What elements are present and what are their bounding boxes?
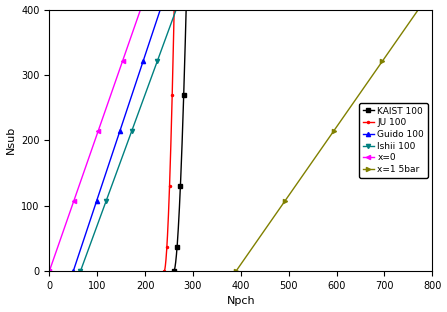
JU 100: [161, 269, 167, 273]
Ishii 100: [158, 49, 164, 52]
Ishii 100: [78, 269, 83, 273]
KAIST 100: [181, 77, 187, 81]
x=0: [138, 8, 143, 12]
x=1 5bar: [387, 49, 392, 52]
KAIST 100: [171, 269, 177, 273]
Line: Guido 100: Guido 100: [71, 7, 162, 273]
Guido 100: [122, 114, 128, 117]
KAIST 100: [183, 8, 189, 12]
x=1 5bar: [342, 114, 347, 117]
KAIST 100: [178, 168, 184, 171]
Ishii 100: [135, 115, 140, 118]
Ishii 100: [135, 114, 140, 117]
JU 100: [168, 166, 173, 170]
KAIST 100: [179, 161, 184, 165]
Line: KAIST 100: KAIST 100: [172, 7, 188, 273]
JU 100: [171, 50, 176, 54]
Guido 100: [149, 32, 155, 36]
Guido 100: [124, 109, 129, 113]
JU 100: [168, 161, 173, 165]
x=1 5bar: [345, 109, 350, 113]
JU 100: [168, 168, 173, 171]
x=0: [129, 32, 135, 36]
x=0: [46, 269, 52, 273]
x=0: [102, 109, 108, 113]
KAIST 100: [178, 166, 184, 170]
Legend: KAIST 100, JU 100, Guido 100, Ishii 100, x=0, x=1 5bar: KAIST 100, JU 100, Guido 100, Ishii 100,…: [359, 103, 428, 178]
x=1 5bar: [233, 269, 239, 273]
x=0: [101, 114, 106, 117]
Guido 100: [158, 8, 163, 12]
Line: Ishii 100: Ishii 100: [78, 7, 178, 273]
Guido 100: [144, 49, 149, 52]
x=0: [47, 268, 52, 272]
JU 100: [170, 77, 175, 81]
x=1 5bar: [234, 268, 239, 272]
Guido 100: [71, 269, 76, 273]
Line: JU 100: JU 100: [162, 7, 176, 273]
Line: x=0: x=0: [47, 7, 143, 273]
Ishii 100: [78, 268, 84, 272]
Line: x=1 5bar: x=1 5bar: [234, 7, 421, 273]
Guido 100: [122, 115, 127, 118]
x=1 5bar: [341, 115, 346, 118]
Ishii 100: [136, 109, 142, 113]
Ishii 100: [173, 8, 179, 12]
x=1 5bar: [399, 32, 404, 36]
X-axis label: Npch: Npch: [227, 296, 255, 306]
Ishii 100: [164, 32, 170, 36]
Guido 100: [71, 268, 76, 272]
x=0: [101, 115, 106, 118]
KAIST 100: [171, 269, 177, 273]
x=0: [123, 49, 129, 52]
Y-axis label: Nsub: Nsub: [5, 126, 16, 154]
JU 100: [172, 8, 177, 12]
JU 100: [161, 269, 167, 273]
x=1 5bar: [416, 8, 421, 12]
KAIST 100: [182, 50, 188, 54]
